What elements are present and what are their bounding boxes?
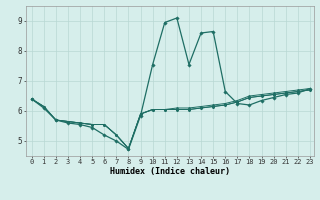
X-axis label: Humidex (Indice chaleur): Humidex (Indice chaleur) xyxy=(109,167,230,176)
